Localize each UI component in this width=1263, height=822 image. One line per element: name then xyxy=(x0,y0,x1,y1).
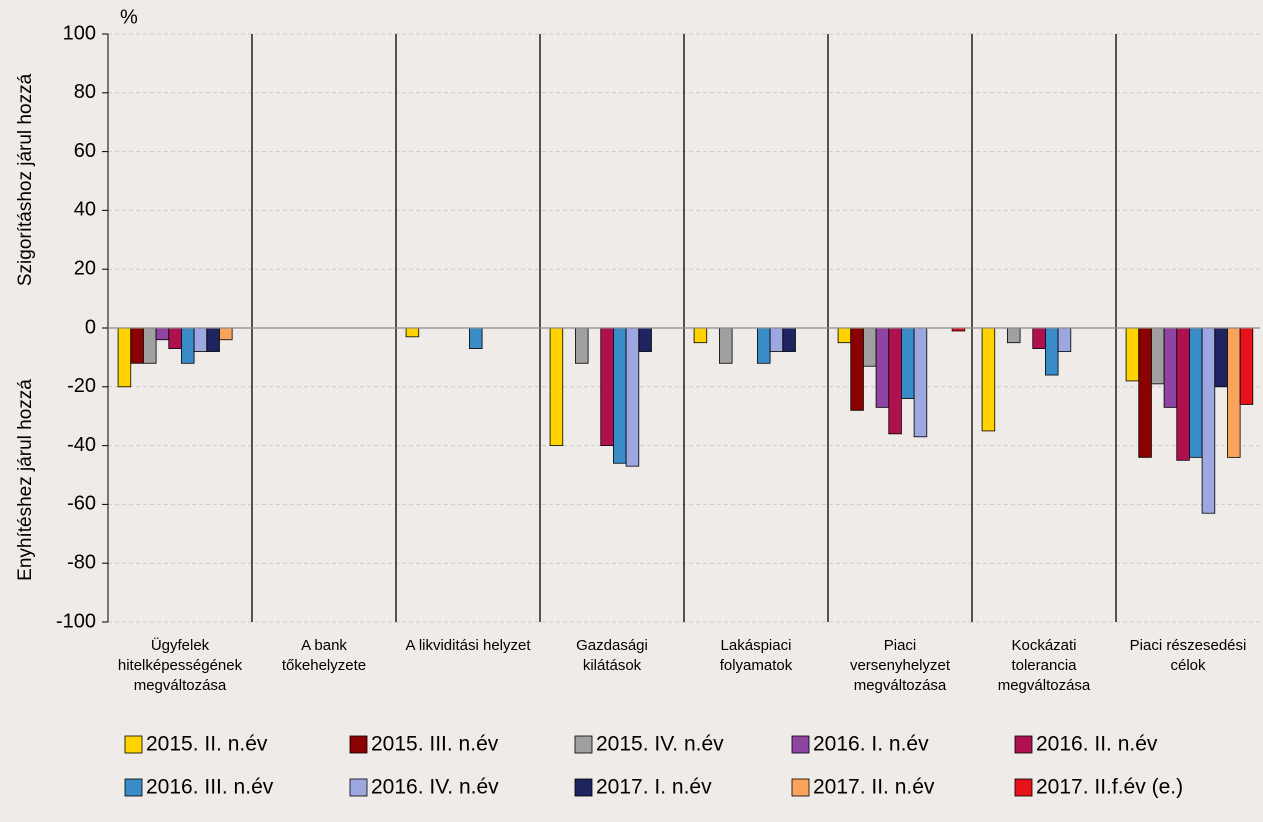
y-tick-label: -80 xyxy=(67,551,96,573)
legend-swatch xyxy=(791,735,810,754)
bar xyxy=(1032,327,1046,349)
legend-swatch xyxy=(124,735,143,754)
bar xyxy=(155,327,170,341)
bar xyxy=(850,327,864,411)
y-tick-label: -40 xyxy=(67,434,96,456)
legend-label: 2016. IV. n.év xyxy=(371,776,499,799)
bar xyxy=(206,327,220,352)
bar xyxy=(219,327,233,341)
bar xyxy=(863,327,877,367)
bar xyxy=(1138,327,1152,458)
bar xyxy=(1057,327,1072,352)
bar xyxy=(638,327,652,352)
y-tick-label: 100 xyxy=(63,22,96,44)
bar xyxy=(693,327,708,344)
legend-swatch xyxy=(124,778,143,797)
bar xyxy=(600,327,614,446)
x-tick-label: Lakáspiaci folyamatok xyxy=(719,637,793,674)
legend-label: 2017. I. n.év xyxy=(596,776,712,799)
bar xyxy=(719,327,733,364)
legend-swatch xyxy=(574,735,593,754)
unit-label: % xyxy=(120,6,138,28)
y-tick-label: 80 xyxy=(74,81,96,103)
bar xyxy=(1007,327,1021,344)
bar xyxy=(181,327,195,364)
bar xyxy=(130,327,144,364)
bar xyxy=(143,327,157,364)
legend-swatch xyxy=(349,778,368,797)
bar xyxy=(837,327,852,344)
bar xyxy=(769,327,784,352)
bar xyxy=(168,327,182,349)
bar xyxy=(469,327,483,349)
bar xyxy=(117,327,132,388)
x-tick-label: A bank tőkehelyzete xyxy=(281,637,367,674)
y-tick-label: 40 xyxy=(74,199,96,221)
bar xyxy=(1239,327,1254,405)
legend-swatch xyxy=(574,778,593,797)
bar xyxy=(1189,327,1203,458)
legend-swatch xyxy=(1014,778,1033,797)
bar xyxy=(1125,327,1140,382)
legend-label: 2017. II. n.év xyxy=(813,776,935,799)
bar xyxy=(1151,327,1165,385)
bar xyxy=(1176,327,1190,461)
bar xyxy=(757,327,771,364)
x-tick-label: Gazdasági kilátások xyxy=(576,637,648,674)
bar xyxy=(1045,327,1059,376)
legend-label: 2015. IV. n.év xyxy=(596,733,724,756)
x-tick-label: Ügyfelek hitelképességének megváltozása xyxy=(117,637,243,694)
legend-label: 2016. III. n.év xyxy=(146,776,274,799)
x-tick-label: A likviditási helyzet xyxy=(405,637,531,654)
bar xyxy=(875,327,890,408)
legend-label: 2016. I. n.év xyxy=(813,733,929,756)
bar xyxy=(549,327,564,446)
bar xyxy=(782,327,796,352)
bar xyxy=(575,327,589,364)
y-tick-label: -100 xyxy=(56,610,96,632)
x-tick-label: Piaci versenyhelyzet megváltozása xyxy=(849,637,951,694)
y-tick-label: 0 xyxy=(85,316,96,338)
legend-swatch xyxy=(791,778,810,797)
y-tick-label: 60 xyxy=(74,140,96,162)
bar xyxy=(913,327,928,438)
bar xyxy=(625,327,640,467)
bar xyxy=(901,327,915,399)
y-tick-label: -60 xyxy=(67,493,96,515)
x-tick-label: Kockázati tolerancia megváltozása xyxy=(997,637,1091,694)
legend-swatch xyxy=(1014,735,1033,754)
legend-label: 2017. II.f.év (e.) xyxy=(1036,776,1183,799)
legend-label: 2015. II. n.év xyxy=(146,733,268,756)
bar xyxy=(1163,327,1178,408)
bar xyxy=(193,327,208,352)
y-tick-label: 20 xyxy=(74,257,96,279)
bar xyxy=(981,327,996,432)
y-axis-label: Szigorításhoz járul hozzá xyxy=(15,73,36,286)
legend-label: 2016. II. n.év xyxy=(1036,733,1158,756)
y-tick-label: -20 xyxy=(67,375,96,397)
y-axis-label: Enyhítéshez járul hozzá xyxy=(15,379,36,581)
x-tick-label: Piaci részesedési célok xyxy=(1129,637,1247,674)
legend-swatch xyxy=(349,735,368,754)
bar xyxy=(405,327,420,338)
bar xyxy=(1201,327,1216,514)
legend-label: 2015. III. n.év xyxy=(371,733,499,756)
bar xyxy=(1214,327,1228,388)
bar xyxy=(613,327,627,464)
bar xyxy=(1227,327,1241,458)
bar xyxy=(888,327,902,435)
